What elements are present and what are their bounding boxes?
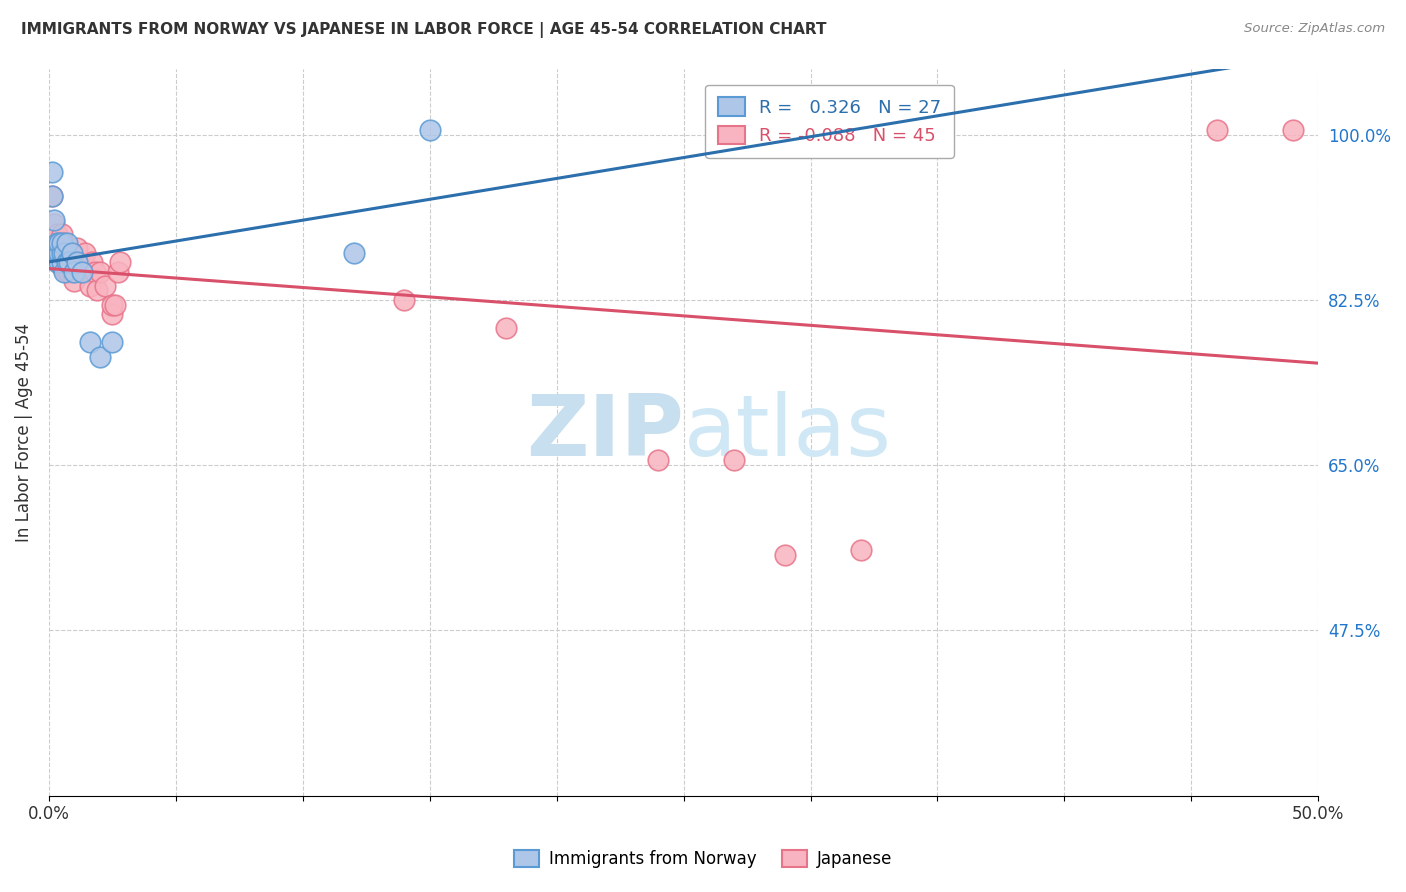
Point <box>42 245 65 260</box>
Point <box>45 245 67 260</box>
Point <box>94 278 117 293</box>
Point <box>70 264 93 278</box>
Point <box>107 264 129 278</box>
Point <box>51 255 73 269</box>
Point <box>53 264 76 278</box>
Point <box>55 264 77 278</box>
Point <box>60 245 83 260</box>
Point <box>58 245 80 260</box>
Point <box>1282 123 1305 137</box>
Legend: Immigrants from Norway, Japanese: Immigrants from Norway, Japanese <box>508 843 898 875</box>
Point <box>42 241 65 255</box>
Point <box>89 350 111 364</box>
Point <box>394 293 416 307</box>
Point <box>45 236 67 251</box>
Point <box>60 264 83 278</box>
Point <box>48 255 70 269</box>
Text: IMMIGRANTS FROM NORWAY VS JAPANESE IN LABOR FORCE | AGE 45-54 CORRELATION CHART: IMMIGRANTS FROM NORWAY VS JAPANESE IN LA… <box>21 22 827 38</box>
Point <box>67 255 90 269</box>
Point <box>48 236 70 251</box>
Point <box>342 245 364 260</box>
Point <box>41 165 63 179</box>
Point <box>101 335 124 350</box>
Point <box>51 245 73 260</box>
Point <box>63 264 86 278</box>
Point <box>45 255 67 269</box>
Point <box>51 260 73 274</box>
Point <box>66 241 89 255</box>
Point <box>60 245 83 260</box>
Point <box>419 123 441 137</box>
Point <box>55 255 77 269</box>
Point <box>70 264 93 278</box>
Point <box>63 251 86 265</box>
Point <box>53 245 76 260</box>
Point <box>647 453 669 467</box>
Point <box>495 321 517 335</box>
Point <box>851 543 873 558</box>
Point <box>79 335 101 350</box>
Point <box>55 236 77 251</box>
Point <box>1205 123 1227 137</box>
Point <box>48 255 70 269</box>
Point <box>73 245 96 260</box>
Point <box>55 241 77 255</box>
Point <box>79 278 101 293</box>
Point <box>104 298 127 312</box>
Point <box>83 264 105 278</box>
Point <box>41 236 63 251</box>
Point <box>42 218 65 232</box>
Point <box>101 298 124 312</box>
Point <box>58 264 80 278</box>
Point <box>51 236 73 251</box>
Point <box>63 274 86 288</box>
Point <box>773 548 796 562</box>
Text: Source: ZipAtlas.com: Source: ZipAtlas.com <box>1244 22 1385 36</box>
Point <box>51 241 73 255</box>
Legend: R =   0.326   N = 27, R = -0.088   N = 45: R = 0.326 N = 27, R = -0.088 N = 45 <box>704 85 953 158</box>
Point <box>48 245 70 260</box>
Text: atlas: atlas <box>683 391 891 474</box>
Point <box>51 227 73 241</box>
Point <box>41 189 63 203</box>
Point <box>82 255 104 269</box>
Point <box>45 251 67 265</box>
Point <box>42 212 65 227</box>
Point <box>58 255 80 269</box>
Point <box>45 227 67 241</box>
Y-axis label: In Labor Force | Age 45-54: In Labor Force | Age 45-54 <box>15 323 32 541</box>
Text: ZIP: ZIP <box>526 391 683 474</box>
Point <box>41 189 63 203</box>
Point <box>53 255 76 269</box>
Point <box>101 307 124 321</box>
Point <box>86 284 108 298</box>
Point <box>89 264 111 278</box>
Point <box>66 255 89 269</box>
Point <box>108 255 131 269</box>
Point <box>48 236 70 251</box>
Point <box>76 264 98 278</box>
Point <box>53 236 76 251</box>
Point <box>723 453 745 467</box>
